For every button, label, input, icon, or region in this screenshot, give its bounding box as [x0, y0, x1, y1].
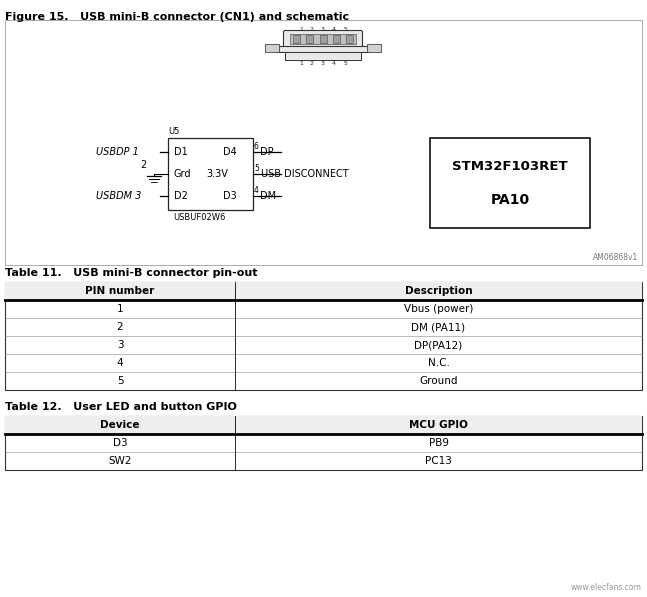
Text: 3.3V: 3.3V	[206, 169, 228, 179]
Text: 3: 3	[321, 27, 325, 32]
Text: 4: 4	[332, 27, 336, 32]
Text: D3: D3	[223, 191, 237, 201]
Text: 5: 5	[343, 61, 347, 66]
Bar	[265, 44, 279, 52]
Text: DP(PA12): DP(PA12)	[414, 340, 463, 350]
Text: DM (PA11): DM (PA11)	[411, 322, 466, 332]
Bar	[290, 34, 356, 44]
FancyBboxPatch shape	[283, 30, 362, 48]
Text: 3: 3	[116, 340, 124, 350]
Bar	[285, 52, 361, 60]
Text: USBDM 3: USBDM 3	[96, 191, 142, 201]
Bar	[5, 20, 642, 265]
Text: 2: 2	[310, 61, 314, 66]
Bar	[320, 35, 327, 43]
Bar	[367, 44, 381, 52]
Bar	[306, 35, 313, 43]
Text: USBUF02W6: USBUF02W6	[173, 213, 225, 222]
Text: 2: 2	[310, 27, 314, 32]
Text: 1: 1	[299, 61, 303, 66]
Bar	[293, 35, 300, 43]
Bar	[5, 282, 642, 300]
Text: MCU GPIO: MCU GPIO	[409, 420, 468, 430]
Text: 1: 1	[116, 304, 124, 314]
Text: D1: D1	[174, 147, 188, 157]
Text: 4: 4	[116, 358, 124, 368]
Text: 2: 2	[116, 322, 124, 332]
Bar	[430, 138, 590, 228]
Text: AM06868v1: AM06868v1	[593, 253, 638, 262]
Text: PC13: PC13	[425, 456, 452, 466]
Text: N.C.: N.C.	[428, 358, 450, 368]
Text: Vbus (power): Vbus (power)	[404, 304, 473, 314]
Bar	[168, 138, 253, 210]
Text: 4: 4	[254, 186, 259, 195]
Text: 1: 1	[299, 27, 303, 32]
Bar	[5, 416, 642, 434]
Text: DP: DP	[260, 147, 274, 157]
Text: 5: 5	[116, 376, 124, 386]
Text: 5: 5	[254, 164, 259, 173]
Text: USBDP 1: USBDP 1	[96, 147, 139, 157]
Text: Table 11.   USB mini-B connector pin-out: Table 11. USB mini-B connector pin-out	[5, 268, 258, 278]
Bar	[5, 416, 642, 470]
Text: U5: U5	[168, 127, 179, 136]
Text: Ground: Ground	[419, 376, 457, 386]
Bar	[5, 282, 642, 390]
Text: D2: D2	[174, 191, 188, 201]
Text: Grd: Grd	[174, 169, 192, 179]
Text: D4: D4	[223, 147, 237, 157]
Text: 4: 4	[332, 61, 336, 66]
Bar	[346, 35, 353, 43]
Text: 6: 6	[254, 142, 259, 151]
Text: Table 12.   User LED and button GPIO: Table 12. User LED and button GPIO	[5, 402, 237, 412]
Text: PB9: PB9	[428, 438, 448, 448]
Text: SW2: SW2	[108, 456, 132, 466]
Text: 5: 5	[343, 27, 347, 32]
Text: PIN number: PIN number	[85, 286, 155, 296]
Bar	[333, 35, 340, 43]
Text: Device: Device	[100, 420, 140, 430]
Text: USB DISCONNECT: USB DISCONNECT	[261, 169, 349, 179]
Text: Description: Description	[404, 286, 472, 296]
Text: D3: D3	[113, 438, 127, 448]
Text: STM32F103RET: STM32F103RET	[452, 159, 568, 173]
Bar	[277, 46, 369, 52]
Text: Figure 15.   USB mini-B connector (CN1) and schematic: Figure 15. USB mini-B connector (CN1) an…	[5, 12, 349, 22]
Text: PA10: PA10	[490, 193, 529, 207]
Text: DM: DM	[260, 191, 276, 201]
Text: www.elecfans.com: www.elecfans.com	[571, 583, 642, 592]
Text: 3: 3	[321, 61, 325, 66]
Text: 2: 2	[140, 160, 146, 170]
